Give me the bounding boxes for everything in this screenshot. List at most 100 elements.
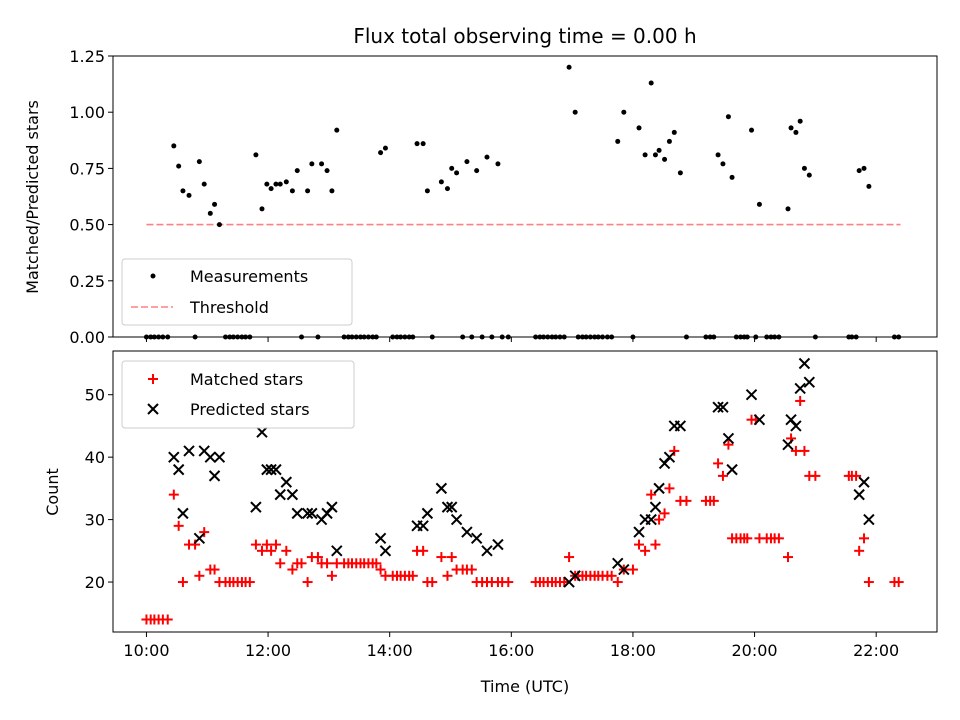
predicted-star-point [794, 382, 806, 395]
measurement-point [329, 188, 335, 194]
predicted-star-point [417, 520, 429, 532]
predicted-star-point [265, 463, 277, 476]
measurement-point [549, 334, 555, 340]
measurement-point [733, 334, 739, 340]
measurement-point [259, 206, 265, 212]
measurement-point [600, 334, 606, 340]
measurement-point [662, 156, 668, 162]
measurement-point [243, 334, 249, 340]
ratio-panel: 0.00 0.25 0.50 0.75 1.00 1.25 Measurements Thre… [69, 47, 938, 347]
measurement-point [545, 334, 551, 340]
y-tick-label: 0.75 [69, 159, 105, 178]
matched-star-point [199, 527, 210, 538]
matched-star-point [256, 545, 267, 556]
y-tick-label: 50 [85, 386, 105, 405]
measurement-point [424, 188, 430, 194]
measurement-point [849, 334, 855, 340]
measurement-point [592, 334, 598, 340]
measurement-point [484, 154, 490, 160]
count-panel: 10:00 12:00 14:00 16:00 18:00 20:00 22:00 20 30 4… [85, 350, 938, 660]
measurement-point [201, 181, 207, 187]
matched-star-point [790, 445, 801, 456]
matched-star-point [177, 577, 188, 588]
measurement-point [744, 334, 750, 340]
measurement-point [725, 114, 731, 120]
measurement-point [165, 334, 171, 340]
measurement-point [429, 334, 435, 340]
measurement-point [268, 186, 274, 192]
measurement-point [324, 168, 330, 174]
matched-star-point [302, 577, 313, 588]
predicted-star-point [250, 501, 262, 513]
predicted-star-point [204, 451, 217, 463]
measurement-point [756, 201, 762, 207]
matched-star-point [650, 539, 661, 550]
measurement-point [866, 183, 872, 189]
matched-star-point [418, 545, 429, 556]
measurement-point [247, 334, 253, 340]
matched-star-point [612, 577, 623, 588]
predicted-star-point [208, 470, 221, 482]
measurement-point [469, 334, 475, 340]
measurement-point [776, 334, 782, 340]
legend-box [121, 258, 353, 326]
measurement-point [464, 159, 470, 165]
measurement-point [341, 334, 347, 340]
measurement-point [180, 188, 186, 194]
predicted-star-point [450, 513, 463, 526]
predicted-star-point [790, 420, 802, 432]
predicted-star-point [853, 488, 865, 501]
predicted-star-point [301, 507, 314, 520]
y-tick-label: 40 [85, 448, 105, 467]
measurement-point [489, 334, 495, 340]
measurement-point [358, 334, 364, 340]
measurement-point [595, 334, 601, 340]
measurement-point [160, 334, 166, 340]
measurement-point [398, 334, 404, 340]
measurement-point [738, 334, 744, 340]
y-tick-label: 0.25 [69, 272, 105, 291]
legend-marker-matched [148, 374, 158, 384]
measurement-point [207, 210, 213, 216]
matched-star-point [863, 577, 874, 588]
predicted-star-point [712, 401, 724, 413]
predicted-star-point [726, 463, 738, 476]
measurement-point [345, 334, 351, 340]
predicted-star-point [649, 501, 662, 513]
measurement-point [683, 334, 689, 340]
matched-star-point [799, 445, 810, 456]
measurement-point [370, 334, 376, 340]
measurement-point [148, 334, 154, 340]
measurement-point [151, 334, 157, 340]
matched-star-point [713, 458, 724, 469]
x-tick-label: 10:00 [123, 641, 169, 660]
measurement-point [656, 147, 662, 153]
measurement-point [785, 206, 791, 212]
predicted-star-point [256, 426, 268, 438]
measurement-point [143, 334, 149, 340]
measurement-point [557, 334, 563, 340]
measurement-point [729, 174, 735, 180]
predicted-star-point [183, 445, 195, 457]
predicted-star-point [270, 463, 282, 476]
matched-star-point [654, 514, 665, 525]
y-tick-label: 0.00 [69, 328, 105, 347]
plot-frame [112, 55, 938, 338]
measurement-point [566, 64, 572, 70]
predicted-star-point [291, 507, 303, 520]
matched-star-point [742, 533, 753, 544]
matched-star-point [296, 558, 307, 569]
measurement-point [186, 192, 192, 198]
measurement-point [707, 334, 713, 340]
measurement-point [273, 181, 279, 187]
measurement-point [806, 172, 812, 178]
measurement-point [479, 334, 485, 340]
predicted-star-point [446, 501, 458, 513]
measurement-point [264, 181, 270, 187]
measurement-point [495, 161, 501, 167]
measurement-point [652, 152, 658, 158]
measurement-point [671, 129, 677, 135]
x-tick-label: 14:00 [367, 641, 413, 660]
matched-star-point [503, 577, 514, 588]
predicted-star-point [653, 482, 665, 495]
